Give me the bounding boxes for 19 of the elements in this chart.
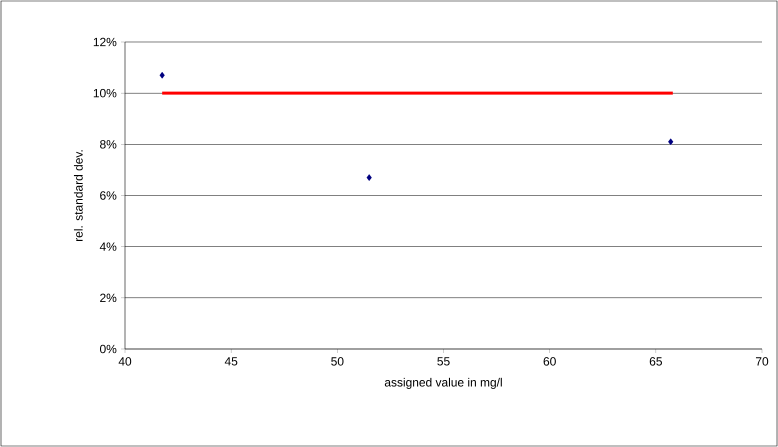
x-tick-label: 45 [224, 357, 238, 366]
x-tick-label: 65 [650, 357, 662, 366]
x-axis-title: assigned value in mg/l [384, 378, 502, 389]
y-tick-label: 0% [100, 344, 116, 354]
y-tick-label: 8% [100, 140, 116, 149]
y-tick-label: 10% [94, 88, 116, 98]
y-tick-label: 4% [100, 242, 116, 251]
y-tick-label: 12% [94, 38, 116, 46]
y-tick-label: 2% [100, 294, 116, 302]
x-tick-label: 40 [118, 357, 132, 366]
x-tick-label: 55 [437, 357, 450, 366]
y-tick-label: 6% [100, 191, 116, 200]
y-axis-title: rel. standard dev. [74, 150, 83, 241]
point [668, 138, 674, 146]
x-tick-label: 70 [756, 357, 768, 366]
point [366, 174, 372, 181]
point [160, 72, 165, 79]
x-tick-label: 50 [331, 357, 344, 366]
x-tick-label: 60 [544, 357, 556, 366]
